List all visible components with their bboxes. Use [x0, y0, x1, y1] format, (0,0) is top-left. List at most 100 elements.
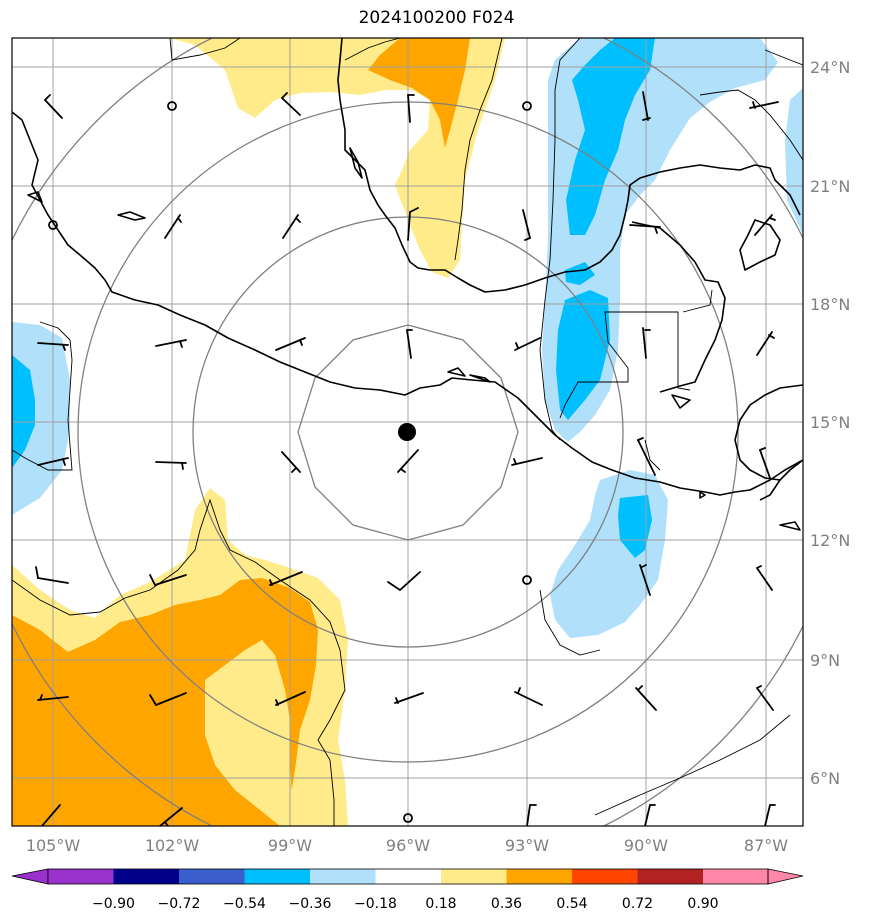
wind-barb: [394, 692, 424, 704]
negative-anomaly-lightblue-east-edge: [785, 88, 803, 235]
calm-marker: [403, 813, 413, 823]
colorbar-segment: [375, 869, 441, 884]
wind-barb: [407, 94, 415, 123]
lat-label: 21°N: [810, 177, 850, 196]
wind-barb: [37, 694, 69, 701]
map-plot-area: [12, 38, 803, 826]
lon-label: 90°W: [624, 836, 668, 855]
colorbar-outline: [47, 868, 769, 885]
wind-barb: [637, 437, 656, 476]
colorbar-segment: [179, 869, 245, 884]
calm-marker: [167, 101, 177, 111]
wind-barb: [37, 342, 69, 351]
colorbar-tick-label: 0.36: [491, 896, 522, 912]
wind-barb: [749, 101, 779, 109]
wind-barb: [514, 337, 541, 351]
range-ring-1: [297, 324, 519, 541]
lat-label: 12°N: [810, 531, 850, 550]
colorbar-segment: [441, 869, 507, 884]
wind-barb: [281, 451, 301, 473]
range-ring-2: [192, 216, 624, 648]
wind-barb: [149, 574, 187, 586]
colorbar-segment: [703, 869, 768, 884]
colorbar-tick-label: −0.90: [92, 896, 135, 912]
lon-label: 105°W: [26, 836, 81, 855]
calm-wind-markers: [48, 101, 532, 823]
wind-barb: [155, 461, 187, 470]
storm-center-marker: [398, 423, 416, 441]
colorbar-segment: [310, 869, 376, 884]
colorbar-segment: [244, 869, 310, 884]
wind-barb: [164, 214, 182, 239]
wind-barb: [159, 807, 183, 826]
wind-barb: [522, 209, 531, 241]
wind-barb: [269, 571, 303, 586]
positive-anomaly-yellow-inner: [205, 640, 292, 826]
lon-label: 93°W: [505, 836, 549, 855]
colorbar-segment: [48, 869, 114, 884]
positive-anomaly-orange-north: [368, 38, 470, 148]
wind-barb: [406, 329, 413, 359]
longitude-labels: 105°W 102°W 99°W 96°W 93°W 90°W 87°W: [26, 836, 788, 855]
wind-barb: [629, 224, 661, 234]
negative-anomaly-cyan-southeast: [618, 495, 652, 558]
negative-anomaly-cyan-small: [565, 262, 595, 285]
latitude-labels: 24°N 21°N 18°N 15°N 12°N 9°N 6°N: [810, 58, 850, 788]
negative-anomaly-lightblue-southeast: [550, 470, 668, 638]
lat-label: 24°N: [810, 58, 850, 77]
wind-barb: [275, 691, 306, 706]
wind-barb: [275, 337, 306, 351]
negative-anomaly-cyan-central: [556, 290, 610, 420]
wind-barb: [282, 214, 301, 239]
wind-barb: [644, 804, 656, 826]
colorbar-extend-high: [767, 868, 804, 885]
chart-title: 2024100200 F024: [358, 8, 515, 28]
wind-barb: [756, 565, 773, 591]
calm-marker: [522, 575, 532, 585]
colorbar-tick-label: −0.54: [223, 896, 266, 912]
colorbar-segment: [506, 869, 572, 884]
lat-label: 18°N: [810, 295, 850, 314]
wind-barb: [526, 804, 537, 826]
map-frame: [11, 37, 804, 827]
colorbar-extend-low: [11, 868, 49, 885]
colorbar-tick-label: −0.18: [354, 896, 397, 912]
lon-label: 96°W: [386, 836, 430, 855]
wind-barb: [37, 457, 69, 466]
calm-marker: [522, 101, 532, 111]
wind-barb: [149, 692, 187, 706]
colorbar-tick-label: 0.72: [622, 896, 653, 912]
lon-label: 102°W: [145, 836, 200, 855]
wind-barb: [35, 566, 69, 584]
wind-barb: [281, 92, 301, 116]
colorbar-tick-label: −0.72: [158, 896, 201, 912]
graticule: [12, 38, 803, 826]
wind-barb: [635, 685, 657, 711]
coastlines: [12, 38, 803, 531]
wind-barb: [397, 449, 419, 473]
wind-barb: [41, 804, 61, 826]
lat-label: 15°N: [810, 413, 850, 432]
colorbar: −0.90 −0.72 −0.54 −0.36 −0.18 0.18 0.36 …: [11, 868, 804, 912]
colorbar-segment: [637, 869, 703, 884]
wind-barb: [754, 214, 776, 236]
colorbar-segment: [113, 869, 179, 884]
political-borders: [12, 38, 803, 826]
wind-barb: [514, 687, 543, 706]
colorbar-tick-labels: −0.90 −0.72 −0.54 −0.36 −0.18 0.18 0.36 …: [92, 896, 719, 912]
wind-barb: [756, 331, 775, 356]
wind-barb: [511, 457, 543, 466]
wind-barb: [642, 91, 651, 121]
negative-anomaly-cyan-west: [12, 355, 35, 468]
wind-barb: [759, 447, 771, 479]
wind-barbs: [35, 91, 779, 826]
wind-barb: [756, 685, 774, 711]
wind-barb: [387, 571, 421, 591]
lat-label: 6°N: [810, 769, 840, 788]
wind-barb: [764, 804, 776, 826]
wind-barb: [639, 564, 651, 596]
wind-barb: [642, 327, 651, 359]
colorbar-tick-label: −0.36: [289, 896, 332, 912]
colorbar-tick-label: 0.18: [425, 896, 456, 912]
